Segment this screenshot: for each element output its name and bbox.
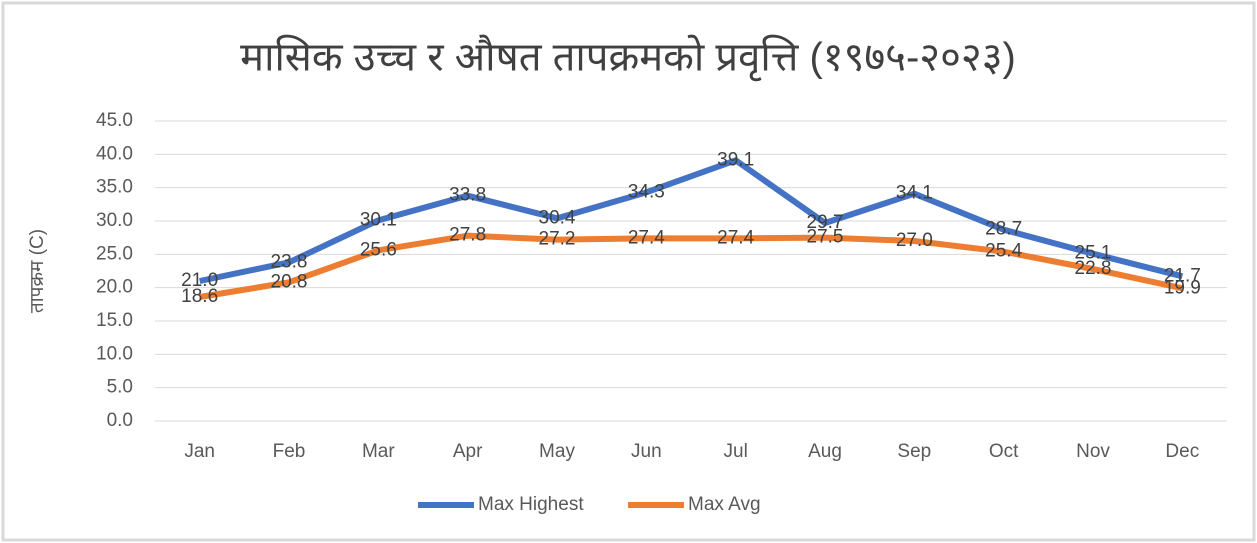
x-tick-label: Oct — [989, 441, 1019, 462]
x-tick-label: Feb — [273, 441, 306, 462]
y-tick-label: 15.0 — [96, 310, 133, 331]
x-tick-label: Jul — [724, 441, 748, 462]
data-label: 27.0 — [896, 230, 933, 251]
data-label: 27.2 — [539, 229, 576, 250]
x-tick-label: Sep — [897, 441, 931, 462]
x-tick-label: Nov — [1076, 441, 1110, 462]
data-label: 19.9 — [1164, 277, 1201, 298]
data-label: 22.8 — [1075, 258, 1112, 279]
data-label: 27.5 — [807, 227, 844, 248]
series-line — [199, 232, 1183, 300]
x-tick-label: Aug — [808, 441, 842, 462]
series-line — [199, 157, 1184, 284]
data-label: 21.0 — [181, 270, 218, 291]
y-tick-label: 40.0 — [96, 143, 133, 164]
y-tick-label: 5.0 — [107, 377, 133, 398]
data-label: 30.1 — [360, 209, 397, 230]
data-label: 28.7 — [985, 219, 1022, 240]
data-label: 25.6 — [360, 239, 397, 260]
y-tick-label: 10.0 — [96, 343, 133, 364]
y-tick-label: 30.0 — [96, 210, 133, 231]
data-label: 21.7 — [1164, 265, 1201, 286]
legend-label: Max Avg — [688, 494, 761, 515]
data-label: 39.1 — [717, 149, 754, 170]
x-tick-label: Jan — [184, 441, 215, 462]
y-tick-label: 20.0 — [96, 277, 133, 298]
data-label: 18.6 — [181, 286, 218, 307]
y-tick-label: 45.0 — [96, 110, 133, 131]
y-tick-label: 25.0 — [96, 243, 133, 264]
data-label: 23.8 — [271, 251, 308, 272]
data-label: 20.8 — [271, 271, 308, 292]
data-label: 27.8 — [449, 225, 486, 246]
data-label: 25.1 — [1075, 243, 1112, 264]
data-label: 34.3 — [628, 181, 665, 202]
data-label: 30.4 — [539, 207, 576, 228]
data-label: 29.7 — [807, 212, 844, 233]
x-tick-label: May — [539, 441, 575, 462]
data-label: 27.4 — [717, 227, 754, 248]
y-axis-label: तापक्रम (C) — [27, 229, 48, 313]
x-tick-label: Mar — [362, 441, 395, 462]
data-label: 33.8 — [449, 185, 486, 206]
y-tick-label: 35.0 — [96, 177, 133, 198]
x-tick-label: Apr — [453, 441, 483, 462]
x-tick-label: Jun — [631, 441, 662, 462]
data-label: 34.1 — [896, 183, 933, 204]
legend-label: Max Highest — [478, 494, 584, 515]
data-label: 27.4 — [628, 227, 665, 248]
y-tick-label: 0.0 — [107, 410, 133, 431]
data-label: 25.4 — [985, 241, 1022, 262]
chart-title: मासिक उच्च र औषत तापक्रमको प्रवृत्ति (१९… — [240, 35, 1016, 82]
x-tick-label: Dec — [1165, 441, 1199, 462]
